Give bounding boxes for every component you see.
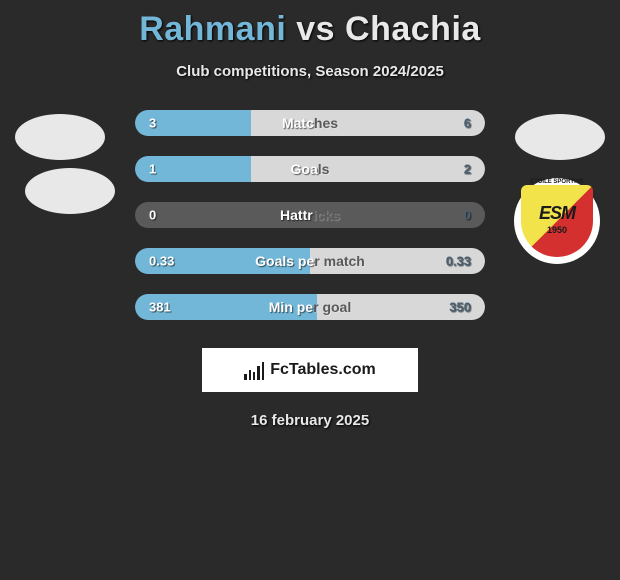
date-text: 16 february 2025 xyxy=(0,412,620,429)
stat-value-left: 3 xyxy=(149,116,156,131)
player2-name: Chachia xyxy=(345,10,481,48)
stat-value-left: 0.33 xyxy=(149,254,174,269)
stat-label: Goals xyxy=(291,161,330,177)
player1-name: Rahmani xyxy=(139,10,286,48)
stat-bar-hattricks: 0 0 Hattricks xyxy=(135,202,485,228)
stat-value-right: 2 xyxy=(464,162,471,177)
player1-badge-placeholder-2 xyxy=(25,168,115,214)
footer-brand[interactable]: FcTables.com xyxy=(202,348,418,392)
stat-value-right: 0 xyxy=(464,208,471,223)
stat-label: Hattricks xyxy=(280,207,340,223)
vs-text: vs xyxy=(296,10,335,48)
player2-badge-placeholder-1 xyxy=(515,114,605,160)
club-logo-abbrev: ESM xyxy=(521,203,593,224)
stat-bar-matches: 3 6 Matches xyxy=(135,110,485,136)
stat-bar-goals-per-match: 0.33 0.33 Goals per match xyxy=(135,248,485,274)
stat-value-left: 1 xyxy=(149,162,156,177)
club-logo: ETOILE SPORTIVE ESM 1950 xyxy=(514,178,600,264)
stat-label: Min per goal xyxy=(269,299,351,315)
stat-value-right: 0.33 xyxy=(446,254,471,269)
stat-bar-min-per-goal: 381 350 Min per goal xyxy=(135,294,485,320)
chart-icon xyxy=(244,360,264,380)
comparison-title: Rahmani vs Chachia xyxy=(0,0,620,49)
stat-value-right: 350 xyxy=(449,300,471,315)
subtitle: Club competitions, Season 2024/2025 xyxy=(0,63,620,80)
player1-badge-placeholder-1 xyxy=(15,114,105,160)
stat-label: Goals per match xyxy=(255,253,365,269)
stat-value-left: 381 xyxy=(149,300,171,315)
stat-bar-goals: 1 2 Goals xyxy=(135,156,485,182)
footer-brand-text: FcTables.com xyxy=(270,361,376,379)
stat-value-left: 0 xyxy=(149,208,156,223)
stat-value-right: 6 xyxy=(464,116,471,131)
club-logo-year: 1950 xyxy=(521,225,593,235)
stat-label: Matches xyxy=(282,115,338,131)
